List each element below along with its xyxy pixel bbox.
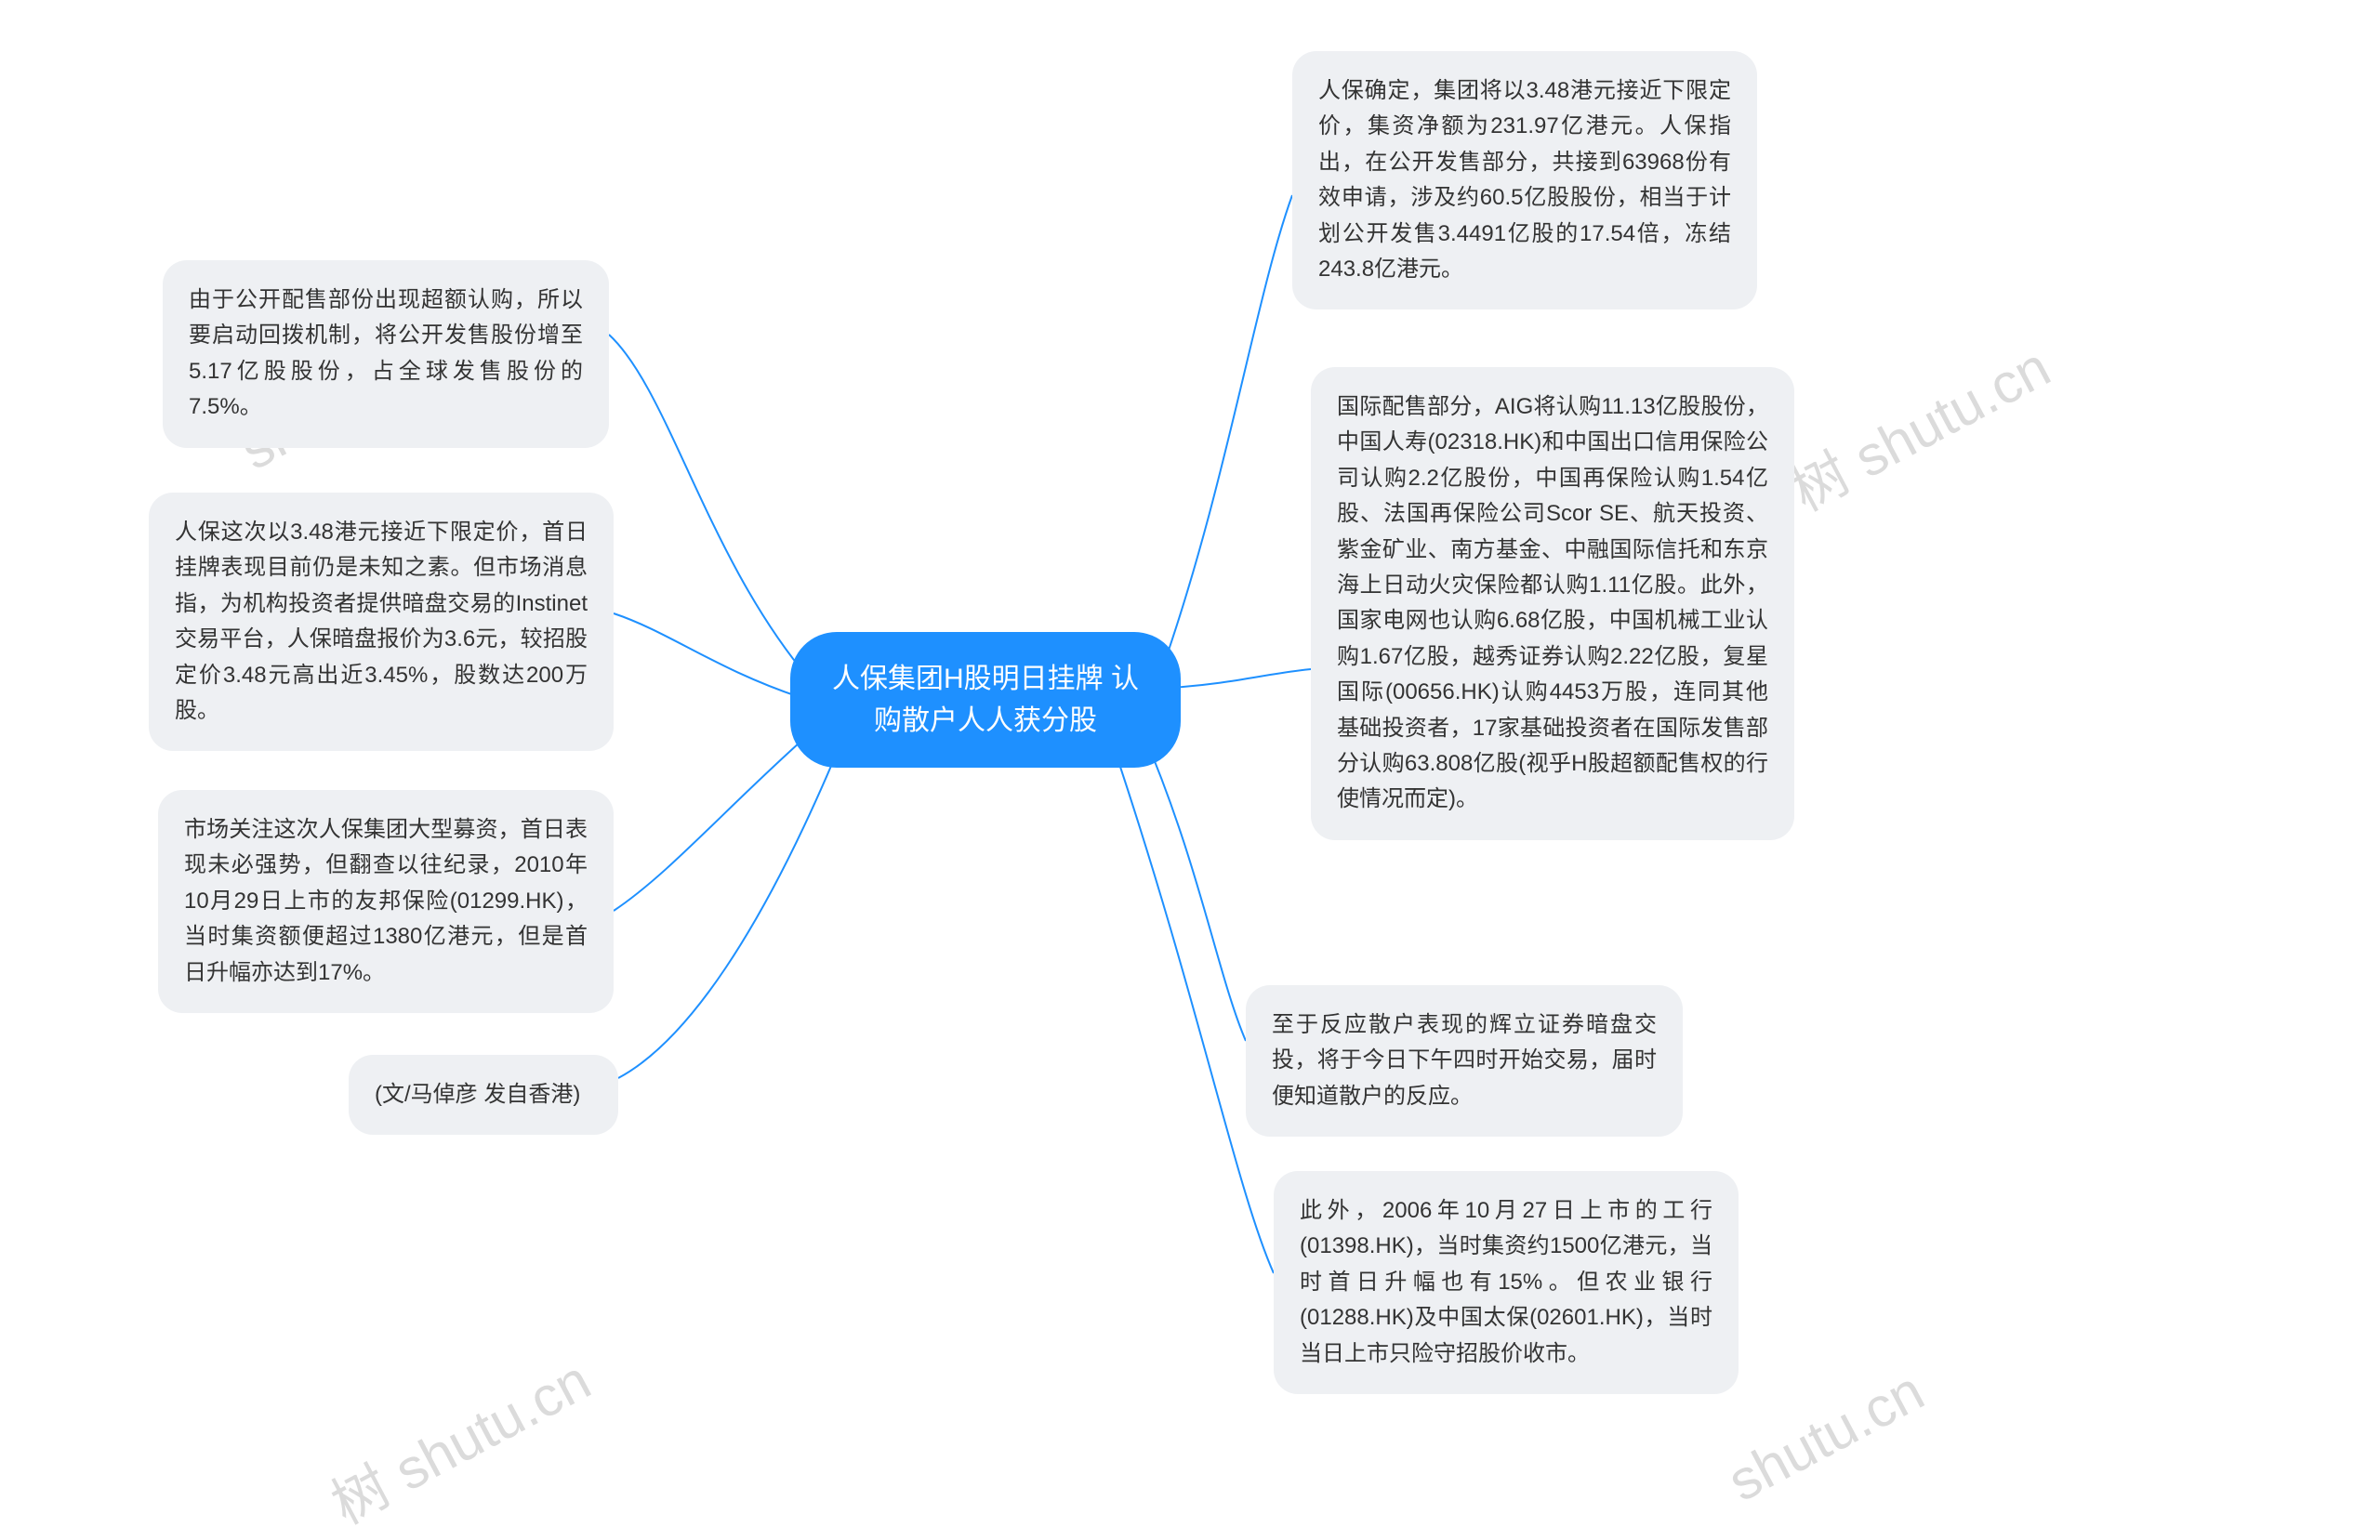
watermark: 树 shutu.cn — [315, 1336, 602, 1540]
watermark: 树 shutu.cn — [1775, 323, 2062, 527]
leaf-right-2[interactable]: 国际配售部分，AIG将认购11.13亿股股份，中国人寿(02318.HK)和中国… — [1311, 367, 1794, 840]
leaf-left-1[interactable]: 由于公开配售部份出现超额认购，所以要启动回拨机制，将公开发售股份增至5.17亿股… — [163, 260, 609, 448]
leaf-text: 至于反应散户表现的辉立证券暗盘交投，将于今日下午四时开始交易，届时便知道散户的反… — [1272, 1012, 1657, 1109]
leaf-right-1[interactable]: 人保确定，集团将以3.48港元接近下限定价，集资净额为231.97亿港元。人保指… — [1292, 51, 1757, 309]
center-topic[interactable]: 人保集团H股明日挂牌 认购散户人人获分股 — [790, 632, 1181, 768]
leaf-left-3[interactable]: 市场关注这次人保集团大型募资，首日表现未必强势，但翻查以往纪录，2010年10月… — [158, 790, 614, 1013]
leaf-right-3[interactable]: 至于反应散户表现的辉立证券暗盘交投，将于今日下午四时开始交易，届时便知道散户的反… — [1246, 985, 1683, 1137]
leaf-text: (文/马倬彦 发自香港) — [375, 1082, 580, 1107]
leaf-text: 市场关注这次人保集团大型募资，首日表现未必强势，但翻查以往纪录，2010年10月… — [184, 817, 588, 985]
leaf-left-2[interactable]: 人保这次以3.48港元接近下限定价，首日挂牌表现目前仍是未知之素。但市场消息指，… — [149, 493, 614, 751]
leaf-text: 国际配售部分，AIG将认购11.13亿股股份，中国人寿(02318.HK)和中国… — [1337, 394, 1768, 811]
leaf-text: 由于公开配售部份出现超额认购，所以要启动回拨机制，将公开发售股份增至5.17亿股… — [189, 287, 583, 419]
mindmap-canvas: shutu.cn 树 shutu.cn 树 shutu.cn shutu.cn … — [0, 0, 2380, 1468]
leaf-text: 此外，2006年10月27日上市的工行(01398.HK)，当时集资约1500亿… — [1300, 1198, 1712, 1366]
center-topic-text: 人保集团H股明日挂牌 认购散户人人获分股 — [832, 664, 1139, 736]
watermark: shutu.cn — [1718, 1359, 1935, 1514]
leaf-text: 人保这次以3.48港元接近下限定价，首日挂牌表现目前仍是未知之素。但市场消息指，… — [175, 520, 588, 723]
leaf-left-4[interactable]: (文/马倬彦 发自香港) — [349, 1055, 618, 1135]
leaf-text: 人保确定，集团将以3.48港元接近下限定价，集资净额为231.97亿港元。人保指… — [1318, 78, 1731, 282]
leaf-right-4[interactable]: 此外，2006年10月27日上市的工行(01398.HK)，当时集资约1500亿… — [1274, 1171, 1739, 1394]
